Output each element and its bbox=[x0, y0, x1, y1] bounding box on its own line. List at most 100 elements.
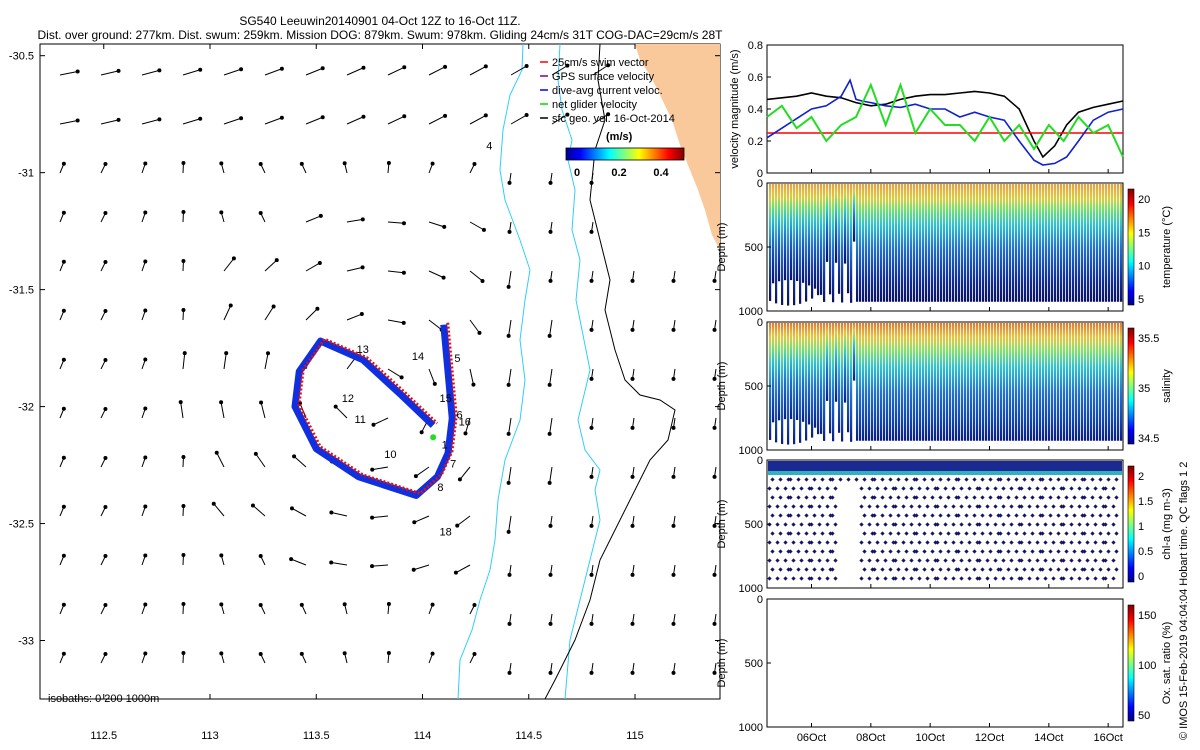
chl-sample bbox=[1035, 486, 1040, 491]
velocity-arrow bbox=[290, 558, 307, 566]
profile-column bbox=[1018, 323, 1021, 441]
date-axis: 06Oct 08Oct 10Oct 12Oct 14Oct 16Oct bbox=[797, 169, 1123, 744]
velocity-arrow-head bbox=[506, 431, 511, 436]
profile-column bbox=[850, 184, 853, 303]
chl-sample bbox=[909, 576, 914, 581]
profile-column bbox=[853, 323, 856, 381]
chl-sample bbox=[1093, 522, 1098, 527]
velocity-arrow-head bbox=[181, 308, 186, 313]
chl-sample bbox=[946, 495, 951, 500]
velocity-lines bbox=[766, 78, 1124, 166]
chl-sample bbox=[1056, 549, 1061, 554]
chl-sample bbox=[893, 540, 898, 545]
track-day-label: 15 bbox=[440, 393, 452, 405]
chlorophyll-panel bbox=[766, 459, 1124, 589]
colorbar-tick-label: 150 bbox=[1138, 610, 1156, 622]
chl-sample bbox=[859, 522, 864, 527]
velocity-arrow-head bbox=[103, 505, 108, 510]
velocity-arrow-head bbox=[477, 330, 482, 335]
profile-column bbox=[970, 323, 973, 441]
velocity-arrow-head bbox=[258, 651, 263, 656]
chl-sample bbox=[796, 567, 801, 572]
velocity-arrow bbox=[223, 68, 242, 76]
velocity-arrow-head bbox=[589, 425, 594, 430]
profile-column bbox=[1051, 323, 1054, 441]
profile-column bbox=[1030, 184, 1033, 302]
chl-sample bbox=[1035, 504, 1040, 509]
profile-column bbox=[778, 323, 781, 421]
depth-ytick-label: 0 bbox=[757, 317, 763, 329]
profile-column bbox=[1054, 323, 1057, 441]
chl-sample bbox=[1006, 513, 1011, 518]
velocity-arrow-head bbox=[671, 572, 676, 577]
velocity-arrow-head bbox=[103, 456, 108, 461]
chl-sample bbox=[980, 495, 985, 500]
velocity-arrow bbox=[59, 70, 78, 76]
track-day-label: 6 bbox=[457, 409, 463, 421]
chl-sample bbox=[791, 540, 796, 545]
profile-column bbox=[793, 323, 796, 445]
velocity-arrow-head bbox=[430, 161, 435, 166]
chl-sample bbox=[872, 477, 877, 482]
chl-sample bbox=[993, 576, 998, 581]
chl-sample bbox=[854, 477, 859, 482]
profile-column bbox=[967, 323, 970, 441]
velocity-arrow-head bbox=[443, 113, 448, 118]
profile-column bbox=[853, 184, 856, 242]
profile-column bbox=[826, 184, 829, 262]
chl-sample bbox=[791, 522, 796, 527]
velocity-arrow-head bbox=[198, 116, 203, 121]
isobath-200m bbox=[557, 44, 601, 699]
profile-column bbox=[952, 184, 955, 302]
profile-column bbox=[1042, 323, 1045, 441]
map-xtick-label: 112.5 bbox=[90, 730, 117, 742]
velocity-ytick-label: 0 bbox=[757, 168, 763, 180]
profile-column bbox=[1111, 323, 1114, 441]
chl-sample bbox=[904, 567, 909, 572]
chl-sample bbox=[883, 540, 888, 545]
chl-sample bbox=[859, 558, 864, 563]
profile-column bbox=[949, 323, 952, 441]
chl-sample bbox=[930, 513, 935, 518]
velocity-arrow-head bbox=[258, 161, 263, 166]
profile-column bbox=[838, 323, 841, 433]
legend-entry: dive-avg current veloc. bbox=[552, 85, 663, 97]
velocity-arrow-head bbox=[279, 66, 284, 71]
velocity-arrow-head bbox=[219, 210, 224, 215]
velocity-arrow bbox=[469, 270, 483, 282]
chl-sample bbox=[1090, 477, 1095, 482]
velocity-arrow-head bbox=[333, 404, 338, 409]
chl-sample bbox=[909, 558, 914, 563]
profile-column bbox=[1051, 184, 1054, 302]
map-ytick-label: -32 bbox=[18, 402, 34, 414]
velocity-arrow-head bbox=[472, 162, 477, 167]
velocity-arrow-head bbox=[671, 474, 676, 479]
profile-column bbox=[790, 323, 793, 420]
velocity-arrow-head bbox=[258, 553, 263, 558]
profile-column bbox=[859, 184, 862, 302]
velocity-arrow-head bbox=[181, 259, 186, 264]
velocity-arrow bbox=[428, 270, 444, 279]
chl-sample bbox=[914, 477, 919, 482]
chl-sample bbox=[1048, 567, 1053, 572]
chl-sample bbox=[817, 522, 822, 527]
chl-sample bbox=[825, 558, 830, 563]
chl-sample bbox=[1019, 504, 1024, 509]
velocity-arrow-head bbox=[589, 523, 594, 528]
chl-sample bbox=[775, 558, 780, 563]
chl-sample bbox=[888, 513, 893, 518]
profile-column bbox=[1105, 323, 1108, 441]
profile-column bbox=[928, 184, 931, 302]
profile-column bbox=[796, 184, 799, 281]
velocity-arrow-head bbox=[361, 114, 366, 119]
chl-sample bbox=[775, 486, 780, 491]
chl-sample bbox=[938, 477, 943, 482]
salinity-panel bbox=[766, 321, 1124, 451]
chl-sample bbox=[859, 576, 864, 581]
velocity-arrow-head bbox=[671, 327, 676, 332]
profile-column bbox=[1072, 323, 1075, 441]
velocity-arrow-head bbox=[453, 570, 458, 575]
velocity-arrow bbox=[331, 512, 348, 517]
colorbar-tick-label: 2 bbox=[1138, 471, 1144, 483]
profile-column bbox=[823, 323, 826, 441]
